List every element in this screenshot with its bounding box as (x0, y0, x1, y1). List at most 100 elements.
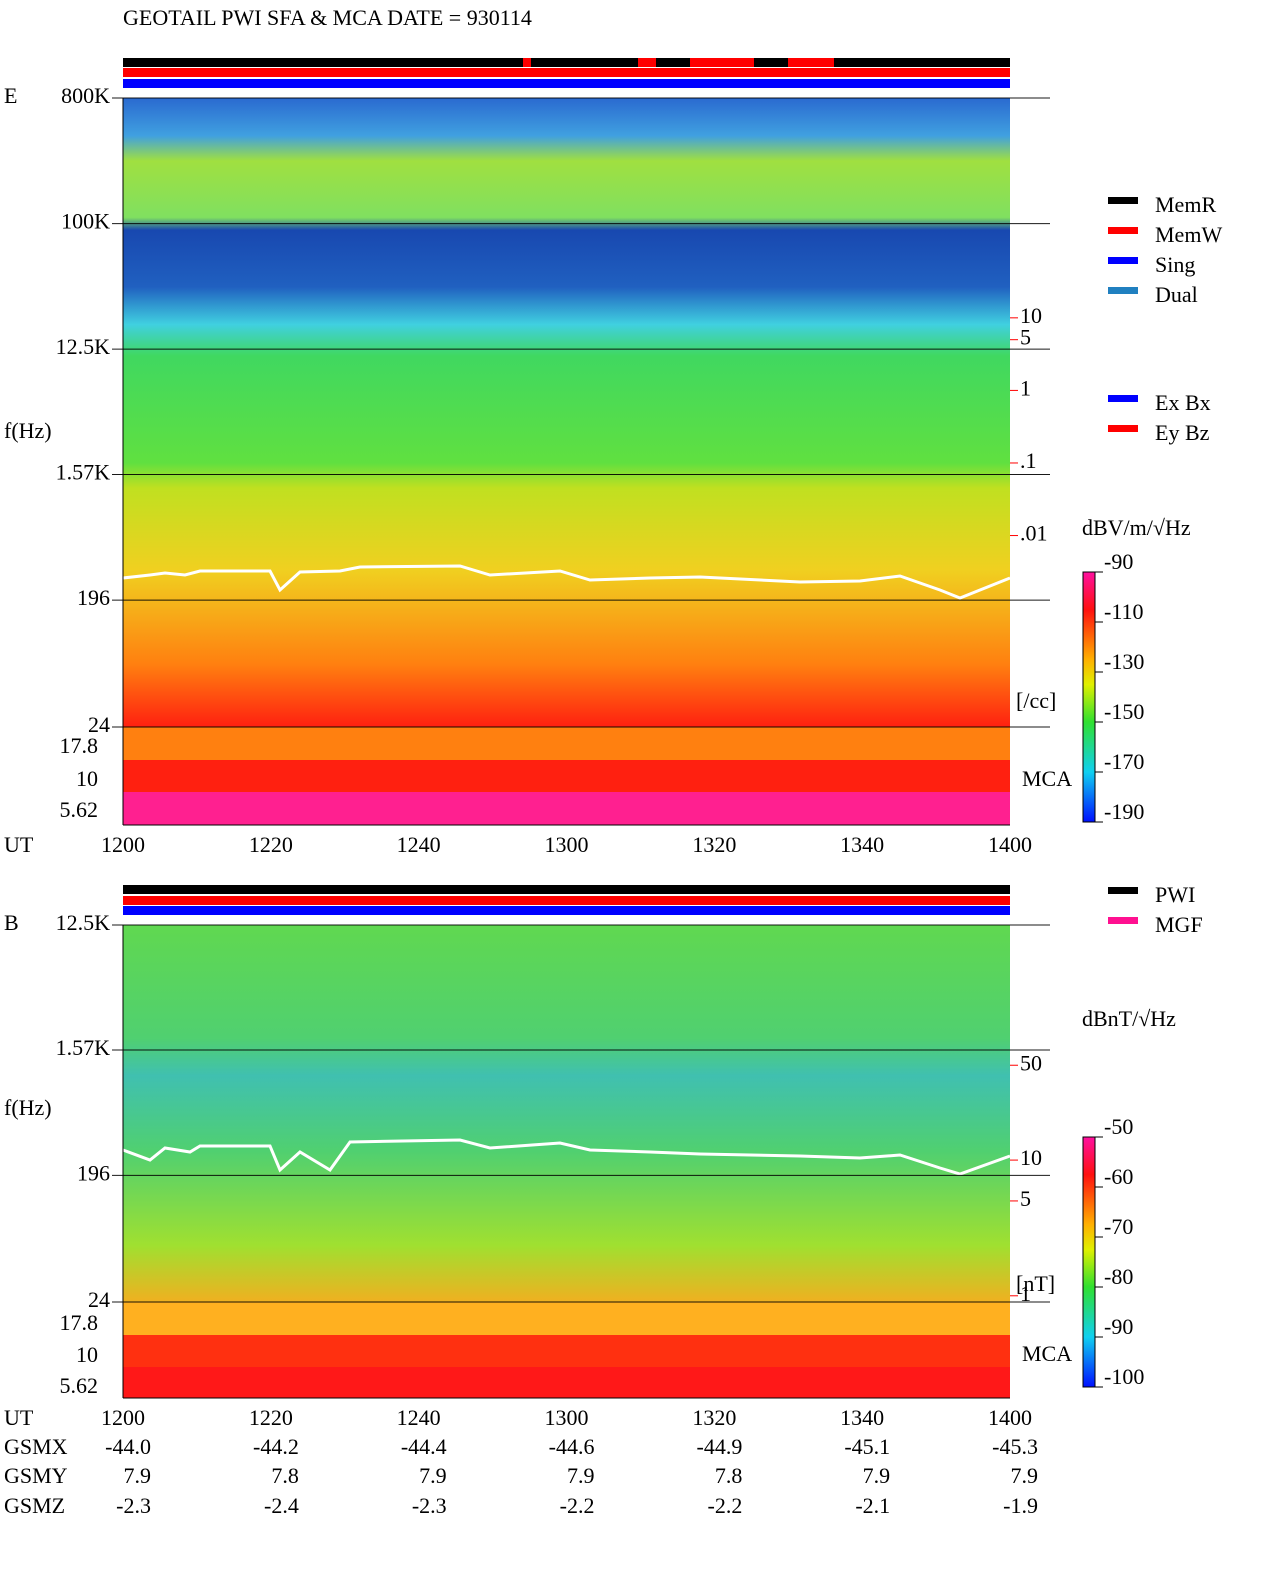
legend-label: Sing (1155, 252, 1195, 277)
colorbar-tick-label: -190 (1104, 799, 1144, 824)
y2-tick-label: 50 (1020, 1050, 1042, 1075)
x-tick-label: 1240 (397, 832, 441, 857)
orbit-value: -2.1 (855, 1493, 890, 1518)
x-tick-label: 1340 (840, 1405, 884, 1430)
orbit-value: -2.3 (412, 1493, 447, 1518)
mca-channel-label: 17.8 (60, 1310, 99, 1335)
orbit-value: -44.6 (549, 1434, 595, 1459)
legend-swatch (1108, 917, 1138, 924)
colorbar-tick-label: -130 (1104, 649, 1144, 674)
y2-tick-label: 1 (1020, 375, 1031, 400)
y2-tick-label: .01 (1020, 521, 1048, 546)
legend-swatch (1108, 887, 1138, 894)
y-tick-label: 1.57K (56, 1035, 111, 1060)
x-tick-label: 1220 (249, 832, 293, 857)
colorbar-tick-label: -100 (1104, 1364, 1144, 1389)
x-tick-label: 1320 (692, 1405, 736, 1430)
mca-channel-label: 10 (76, 1342, 98, 1367)
orbit-value: -1.9 (1003, 1493, 1038, 1518)
x-tick-label: 1300 (545, 832, 589, 857)
y-tick-label: 12.5K (56, 910, 111, 935)
x-tick-label: 1400 (988, 1405, 1032, 1430)
colorbar-tick-label: -60 (1104, 1164, 1133, 1189)
y-tick-label: 196 (77, 585, 110, 610)
x-axis-label: UT (4, 1405, 34, 1430)
colorbar-tick-label: -50 (1104, 1114, 1133, 1139)
legend-label: Ex Bx (1155, 390, 1211, 415)
legend-label: MGF (1155, 912, 1203, 937)
y-tick-label: 100K (61, 209, 110, 234)
mca-channel-label: 5.62 (60, 1373, 99, 1398)
orbit-value: 7.8 (271, 1463, 299, 1488)
y2-tick-label: 1 (1020, 1281, 1031, 1306)
orbit-value: -2.2 (708, 1493, 743, 1518)
colorbar-tick-label: -150 (1104, 699, 1144, 724)
colorbar-tick-label: -70 (1104, 1214, 1133, 1239)
x-tick-label: 1200 (101, 832, 145, 857)
orbit-value: -2.3 (116, 1493, 151, 1518)
y-axis-label: f(Hz) (4, 418, 52, 443)
orbit-row-label: GSMZ (4, 1493, 65, 1518)
legend-swatch (1108, 287, 1138, 294)
x-tick-label: 1200 (101, 1405, 145, 1430)
colorbar-label: dBV/m/√Hz (1082, 515, 1191, 540)
colorbar-tick-label: -90 (1104, 549, 1133, 574)
legend-swatch (1108, 227, 1138, 234)
mca-label: MCA (1022, 1341, 1072, 1366)
colorbar (1082, 1136, 1096, 1388)
y-tick-label: 800K (61, 83, 110, 108)
orbit-value: 7.9 (419, 1463, 447, 1488)
legend-label: MemW (1155, 222, 1222, 247)
colorbar (1082, 571, 1096, 823)
legend-label: Dual (1155, 282, 1198, 307)
orbit-value: 7.9 (124, 1463, 152, 1488)
panel-b-background (122, 885, 1011, 1399)
y-tick-label: 24 (88, 1287, 110, 1312)
y-tick-label: 1.57K (56, 460, 111, 485)
panel-label: E (4, 83, 17, 108)
mca-label: MCA (1022, 766, 1072, 791)
x-tick-label: 1300 (545, 1405, 589, 1430)
colorbar-tick-label: -90 (1104, 1314, 1133, 1339)
y2-unit-label: [/cc] (1016, 688, 1056, 713)
orbit-value: -2.4 (264, 1493, 299, 1518)
mca-channel-label: 17.8 (60, 733, 99, 758)
x-tick-label: 1320 (692, 832, 736, 857)
legend-label: MemR (1155, 192, 1216, 217)
orbit-row-label: GSMY (4, 1463, 68, 1488)
orbit-value: -2.2 (560, 1493, 595, 1518)
panel-e-background (122, 58, 1011, 826)
y-axis-label: f(Hz) (4, 1095, 52, 1120)
colorbar-tick-label: -110 (1104, 599, 1144, 624)
legend-swatch (1108, 257, 1138, 264)
legend-label: PWI (1155, 882, 1195, 907)
legend-swatch (1108, 395, 1138, 402)
x-axis-label: UT (4, 832, 34, 857)
x-tick-label: 1400 (988, 832, 1032, 857)
panel-label: B (4, 910, 19, 935)
orbit-row-label: GSMX (4, 1434, 68, 1459)
y2-tick-label: 10 (1020, 1145, 1042, 1170)
title: GEOTAIL PWI SFA & MCA DATE = 930114 (123, 5, 532, 30)
y2-tick-label: 5 (1020, 325, 1031, 350)
legend-label: Ey Bz (1155, 420, 1210, 445)
orbit-value: 7.8 (715, 1463, 743, 1488)
legend-swatch (1108, 425, 1138, 432)
orbit-value: 7.9 (567, 1463, 595, 1488)
y2-tick-label: .1 (1020, 448, 1037, 473)
orbit-value: 7.9 (1011, 1463, 1039, 1488)
y2-tick-label: 10 (1020, 303, 1042, 328)
orbit-value: -44.9 (697, 1434, 743, 1459)
colorbar-tick-label: -80 (1104, 1264, 1133, 1289)
orbit-value: 7.9 (863, 1463, 891, 1488)
mca-channel-label: 10 (76, 766, 98, 791)
mca-channel-label: 5.62 (60, 797, 99, 822)
y-tick-label: 24 (88, 712, 110, 737)
y-tick-label: 12.5K (56, 334, 111, 359)
colorbar-tick-label: -170 (1104, 749, 1144, 774)
orbit-value: -45.3 (992, 1434, 1038, 1459)
legend-swatch (1108, 197, 1138, 204)
y2-unit-label: [nT] (1016, 1271, 1055, 1296)
x-tick-label: 1220 (249, 1405, 293, 1430)
